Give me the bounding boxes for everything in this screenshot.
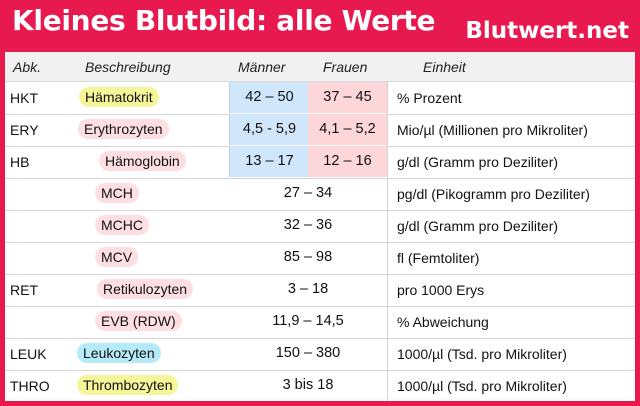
table-row: THRO Thrombozyten 3 bis 18 1000/µl (Tsd.…	[5, 370, 635, 401]
brand-logo-text: Blutwert.net	[465, 18, 629, 44]
page-title: Kleines Blutbild: alle Werte	[12, 4, 436, 37]
table-row: HKT Hämatokrit 42 – 50 37 – 45 % Prozent	[5, 82, 635, 115]
row-abbr: HKT	[10, 90, 38, 106]
table-row: LEUK Leukozyten 150 – 380 1000/µl (Tsd. …	[5, 338, 635, 371]
table-row: MCV 85 – 98 fl (Femtoliter)	[5, 242, 635, 275]
row-unit: % Abweichung	[397, 314, 489, 330]
row-men-value: 4,5 - 5,9	[229, 114, 309, 145]
row-description: Thrombozyten	[77, 375, 179, 395]
row-men-value: 13 – 17	[229, 146, 309, 177]
row-unit: % Prozent	[397, 90, 462, 106]
row-description: Erythrozyten	[78, 119, 169, 139]
row-men-value: 42 – 50	[229, 82, 309, 113]
row-abbr: RET	[10, 282, 38, 298]
row-value: 3 – 18	[287, 281, 329, 297]
row-abbr: ERY	[10, 122, 39, 138]
row-description: Retikulozyten	[97, 279, 194, 299]
row-description: Hämoglobin	[99, 151, 186, 171]
row-women-value: 12 – 16	[308, 146, 387, 177]
column-divider	[387, 81, 388, 401]
header-men: Männer	[238, 59, 286, 75]
table-row: RET Retikulozyten 3 – 18 pro 1000 Erys	[5, 274, 635, 307]
table-row: ERY Erythrozyten 4,5 - 5,9 4,1 – 5,2 Mio…	[5, 114, 635, 147]
row-value: 3 bis 18	[282, 377, 334, 393]
row-value: 11,9 – 14,5	[272, 313, 344, 329]
blood-values-table: Abk. Beschreibung Männer Frauen Einheit …	[5, 52, 635, 401]
row-description: Hämatokrit	[79, 87, 159, 107]
row-abbr: THRO	[10, 378, 50, 394]
row-unit: g/dl (Gramm pro Deziliter)	[397, 154, 559, 170]
row-unit: pro 1000 Erys	[397, 282, 485, 298]
row-description: Leukozyten	[77, 343, 161, 363]
table-row: HB Hämoglobin 13 – 17 12 – 16 g/dl (Gram…	[5, 146, 635, 179]
row-unit: fl (Femtoliter)	[397, 250, 480, 266]
table-row: MCH 27 – 34 pg/dl (Pikogramm pro Dezilit…	[5, 178, 635, 211]
row-value: 150 – 380	[275, 345, 341, 361]
row-value: 27 – 34	[283, 185, 333, 201]
header-abbr: Abk.	[13, 59, 42, 75]
row-unit: 1000/µl (Tsd. pro Mikroliter)	[397, 378, 567, 394]
row-abbr: LEUK	[10, 346, 47, 362]
row-women-value: 4,1 – 5,2	[308, 114, 387, 145]
row-unit: Mio/µl (Millionen pro Mikroliter)	[397, 122, 588, 138]
row-description: MCHC	[95, 215, 149, 235]
row-description: EVB (RDW)	[95, 311, 182, 331]
header-description: Beschreibung	[85, 59, 171, 75]
header-unit: Einheit	[423, 59, 466, 75]
row-abbr: HB	[10, 154, 30, 170]
table-header: Abk. Beschreibung Männer Frauen Einheit	[5, 52, 635, 82]
row-value: 32 – 36	[283, 217, 333, 233]
row-description: MCH	[95, 183, 139, 203]
row-description: MCV	[95, 247, 139, 267]
header-women: Frauen	[323, 59, 368, 75]
row-women-value: 37 – 45	[308, 82, 387, 113]
table-row: MCHC 32 – 36 g/dl (Gramm pro Deziliter)	[5, 210, 635, 243]
row-value: 85 – 98	[283, 249, 333, 265]
row-unit: g/dl (Gramm pro Deziliter)	[397, 218, 559, 234]
row-unit: pg/dl (Pikogramm pro Deziliter)	[397, 186, 590, 202]
row-unit: 1000/µl (Tsd. pro Mikroliter)	[397, 346, 567, 362]
table-row: EVB (RDW) 11,9 – 14,5 % Abweichung	[5, 306, 635, 339]
